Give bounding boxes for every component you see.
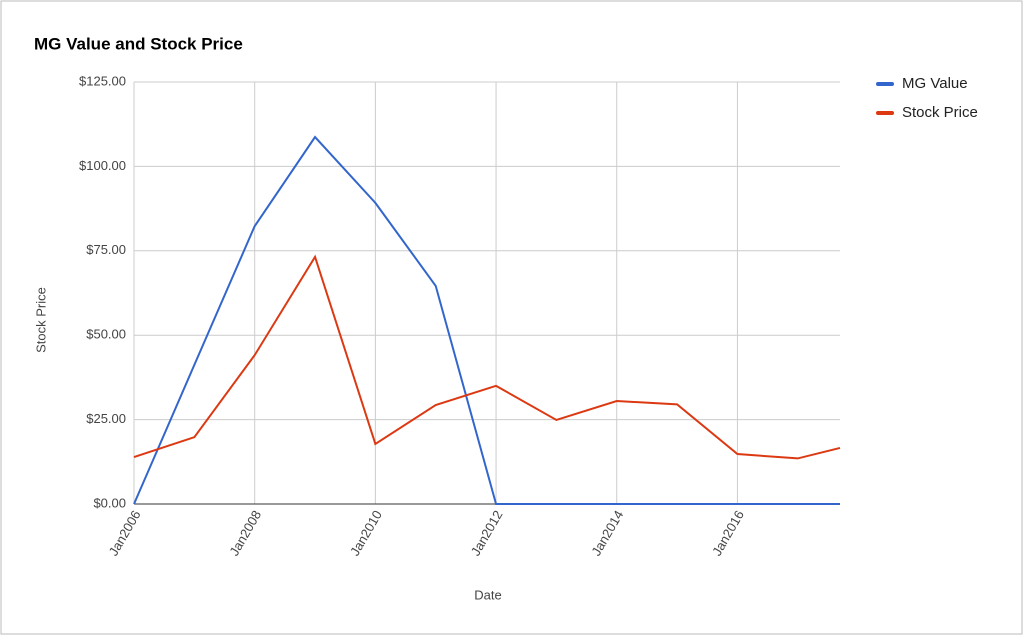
- legend-label: MG Value: [902, 75, 968, 92]
- y-tick-label: $0.00: [93, 495, 126, 510]
- y-tick-label: $125.00: [79, 73, 126, 88]
- y-tick-label: $50.00: [86, 327, 126, 342]
- series-line: [133, 254, 841, 460]
- y-axis-label: Stock Price: [33, 287, 48, 353]
- series-line: [133, 135, 840, 505]
- chart-title: MG Value and Stock Price: [34, 34, 243, 53]
- y-tick-label: $75.00: [86, 242, 126, 257]
- y-tick-label: $100.00: [79, 158, 126, 173]
- legend-label: Stock Price: [902, 104, 978, 121]
- y-tick-label: $25.00: [86, 411, 126, 426]
- x-axis-label: Date: [474, 587, 501, 602]
